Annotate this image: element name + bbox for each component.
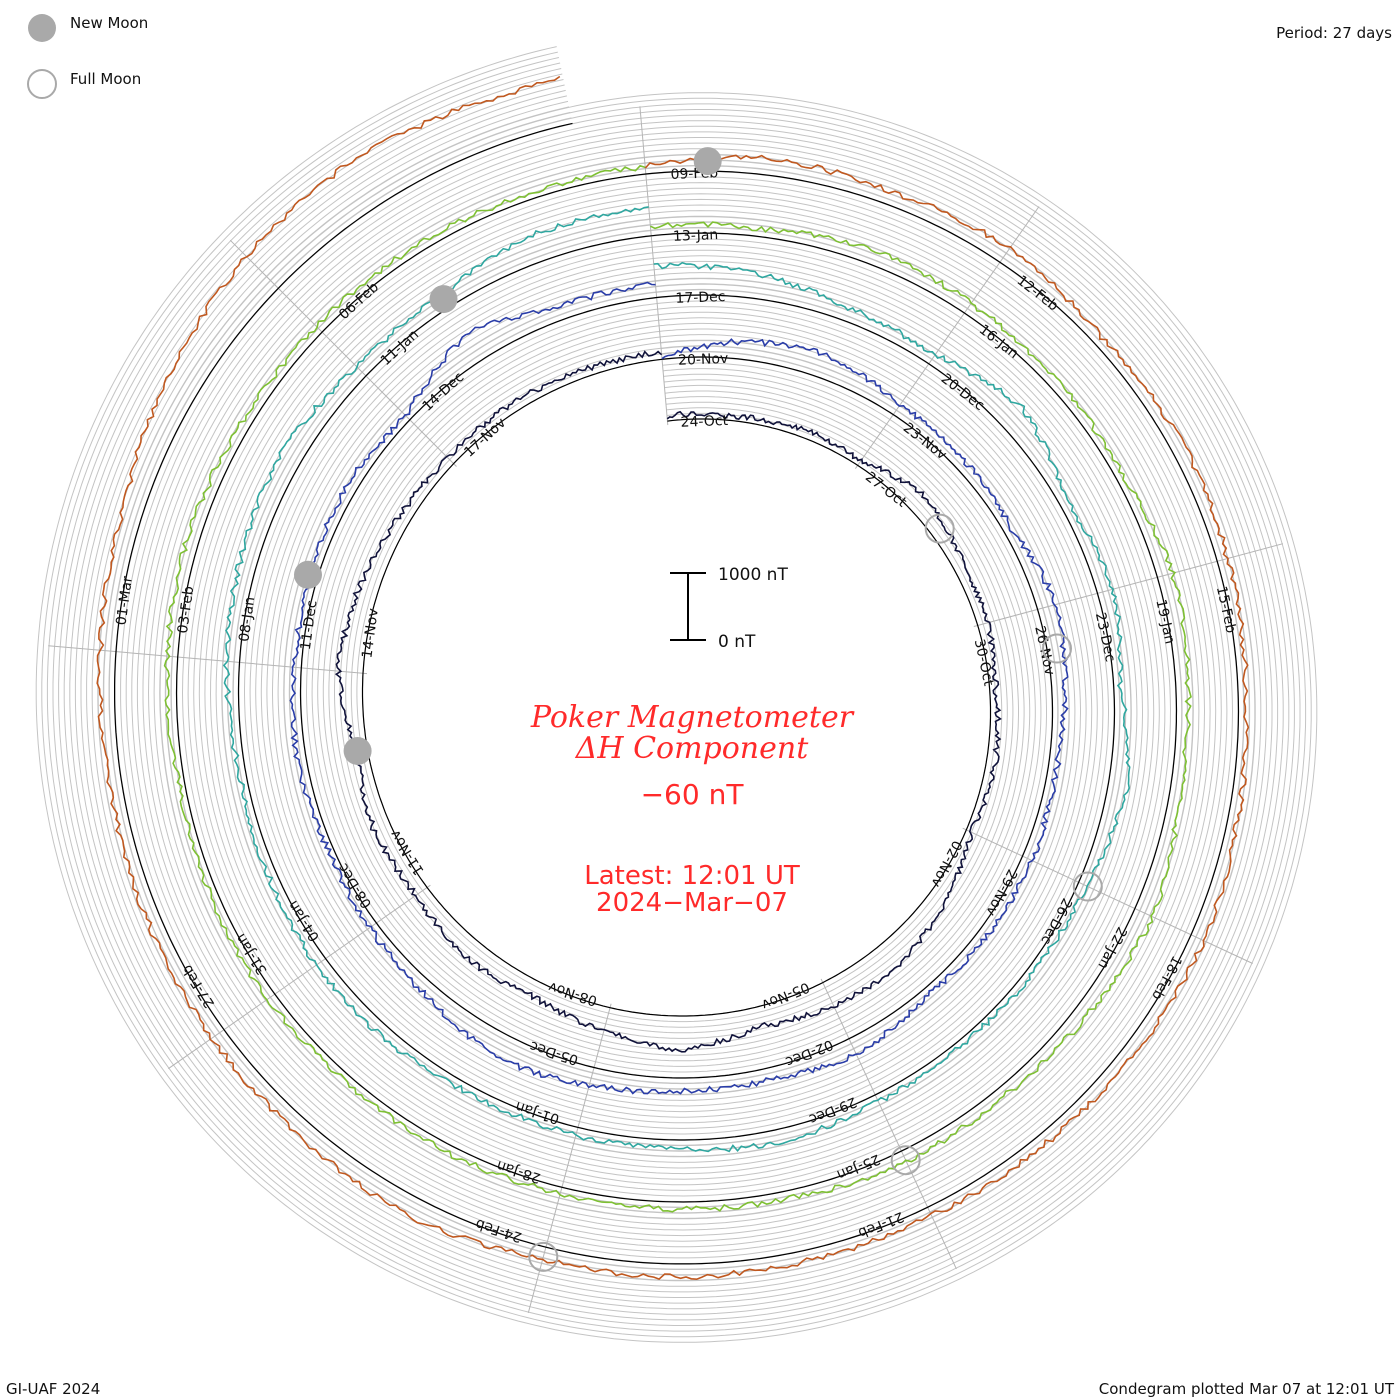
day-spoke [820,978,957,1270]
date-label: 14-Dec [420,369,468,414]
day-spokes [48,106,1284,1314]
date-label: 02-Nov [927,838,965,890]
day-spoke [527,1003,612,1314]
chart-subtitle: ΔH Component [575,731,809,766]
grid-ring [63,73,1290,1315]
grid-ring [58,68,1295,1321]
day-spoke [962,827,1253,964]
date-label: 29-Dec [807,1093,859,1127]
grid-ring [46,57,1307,1332]
new-moon-marker [429,285,458,314]
new-moon-marker [693,147,722,176]
date-label: 23-Nov [900,420,950,463]
date-label: 11-Jan [378,327,422,369]
full-moon-marker [890,1145,921,1176]
date-label: 24-Feb [474,1215,524,1245]
date-label: 11-Dec [298,599,321,651]
grid-ring [91,100,1262,1287]
data-traces [96,75,1250,1281]
footer-plot-time: Condegram plotted Mar 07 at 12:01 UT [1099,1380,1395,1398]
day-spoke [854,206,1040,469]
date-label: 24-Oct [680,413,729,431]
day-spoke [973,543,1284,627]
date-label: 05-Dec [528,1037,580,1067]
scale-bar [670,572,706,641]
data-trace-24-Oct [334,350,1002,1053]
date-label: 08-Jan [236,596,258,643]
date-label: 08-Nov [547,978,600,1009]
date-label: 01-Mar [114,575,136,626]
data-trace-09-Feb [96,75,1250,1281]
date-label: 11-Nov [387,827,427,878]
date-label: 25-Jan [834,1151,882,1183]
date-label: 14-Nov [359,607,382,659]
date-label: 12-Feb [1014,273,1062,315]
data-trace-13-Jan [163,164,1192,1213]
date-label: 17-Dec [675,289,726,307]
date-label: 16-Jan [976,322,1022,362]
day-spoke [48,645,368,675]
grid-ring [41,51,1312,1338]
day-spoke [229,239,457,467]
grid-ring [74,84,1279,1304]
new-moon-marker [343,737,372,765]
data-trace-20-Nov [289,281,1069,1095]
full-moon-marker [1042,633,1072,664]
full-moon-legend-icon [27,69,57,99]
latest-date: 2024−Mar−07 [596,888,788,918]
grid-ring [35,46,1318,1343]
full-moon-marker [528,1241,559,1272]
date-label: 28-Jan [495,1157,543,1186]
chart-title: Poker Magnetometer [530,700,855,735]
date-label: 20-Nov [678,351,729,369]
grid-ring [80,89,1273,1298]
date-label: 13-Jan [673,227,719,245]
date-label: 05-Nov [759,979,812,1013]
day-spoke [639,106,669,426]
scale-bar-top-label: 1000 nT [718,565,788,585]
new-moon-marker [294,560,322,589]
grid-ring [86,95,1267,1293]
baseline-spiral [114,122,1240,1265]
full-moon-marker [1072,871,1103,902]
spiral-baseline [114,122,1240,1265]
date-label: 21-Feb [856,1208,906,1241]
grid-ring [69,79,1284,1310]
scale-bar-bottom-label: 0 nT [718,632,756,652]
new-moon-legend-icon [28,14,56,42]
full-moon-marker [924,513,955,544]
new-moon-legend-label: New Moon [70,14,148,32]
date-label: 02-Dec [783,1036,835,1070]
date-label: 06-Feb [336,279,382,323]
day-spoke [168,884,431,1070]
moon-markers [294,147,1103,1272]
period-label: Period: 27 days [1276,24,1392,42]
full-moon-legend-label: Full Moon [70,70,141,88]
date-label: 03-Feb [175,585,197,634]
latest-time: Latest: 12:01 UT [584,861,800,891]
current-value: −60 nT [641,778,745,811]
date-label: 27-Oct [862,469,910,511]
data-trace-17-Dec [222,206,1131,1153]
footer-credit: GI-UAF 2024 [6,1380,100,1398]
